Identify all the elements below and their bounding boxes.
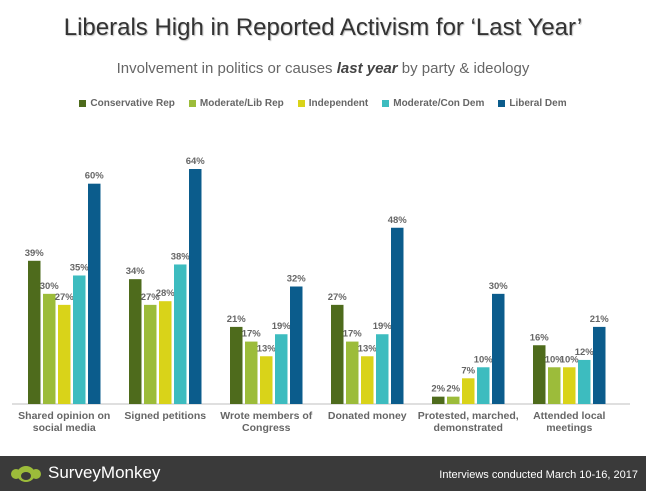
subtitle-after: by party & ideology xyxy=(397,60,530,77)
data-label: 30% xyxy=(489,281,509,292)
bar xyxy=(43,293,56,404)
category-label: Wrote members of xyxy=(220,410,312,422)
legend-label: Conservative Rep xyxy=(90,98,175,109)
bar xyxy=(159,301,172,404)
survey-date-note: Interviews conducted March 10-16, 2017 xyxy=(439,469,638,481)
brand-name: SurveyMonkey xyxy=(48,463,161,482)
data-label: 10% xyxy=(474,354,494,365)
data-label: 30% xyxy=(40,281,60,292)
category-label: Attended local xyxy=(533,410,605,422)
category-label: Donated money xyxy=(328,410,407,422)
category-label: Congress xyxy=(242,422,291,434)
bar xyxy=(275,334,288,404)
legend-swatch xyxy=(498,100,506,107)
data-label: 28% xyxy=(156,288,176,299)
legend-label: Liberal Dem xyxy=(509,98,567,109)
bar xyxy=(361,356,374,404)
legend-item: Conservative Rep xyxy=(79,98,175,109)
data-label: 21% xyxy=(227,314,247,325)
chart-legend: Conservative Rep Moderate/Lib Rep Independ… xyxy=(0,98,646,109)
data-label: 32% xyxy=(287,274,307,285)
bar xyxy=(331,304,344,404)
bar xyxy=(533,345,546,404)
legend-swatch xyxy=(297,100,305,107)
legend-swatch xyxy=(188,100,196,107)
bar xyxy=(290,286,303,404)
data-label: 13% xyxy=(257,343,277,354)
bar xyxy=(563,367,576,404)
data-label: 10% xyxy=(560,354,580,365)
subtitle-emphasis: last year xyxy=(336,60,398,77)
bar xyxy=(73,275,86,404)
bar xyxy=(58,304,71,404)
data-label: 35% xyxy=(70,262,90,273)
bar xyxy=(432,396,445,404)
footer-bar: SurveyMonkey Interviews conducted March … xyxy=(0,456,646,491)
data-label: 12% xyxy=(575,347,595,358)
data-label: 7% xyxy=(461,365,475,376)
legend-item: Independent xyxy=(297,98,369,109)
data-label: 2% xyxy=(431,384,445,395)
data-label: 39% xyxy=(25,248,45,259)
bar xyxy=(245,341,258,404)
bar xyxy=(346,341,359,404)
category-label: Protested, marched, xyxy=(418,410,519,422)
bar xyxy=(230,326,243,404)
legend-label: Independent xyxy=(308,98,369,109)
data-label: 16% xyxy=(530,332,550,343)
legend-swatch xyxy=(382,100,390,107)
bar xyxy=(376,334,389,404)
data-label: 38% xyxy=(171,251,191,262)
bar xyxy=(492,293,505,404)
data-label: 10% xyxy=(545,354,565,365)
brand-logo: SurveyMonkey xyxy=(10,461,160,485)
chart-title: Liberals High in Reported Activism for ‘… xyxy=(63,14,583,41)
bar xyxy=(174,264,187,404)
data-label: 48% xyxy=(388,215,408,226)
bar xyxy=(88,183,101,404)
bar xyxy=(462,378,475,404)
data-label: 60% xyxy=(85,171,105,182)
data-label: 19% xyxy=(272,321,292,332)
category-label: social media xyxy=(33,422,96,434)
bar xyxy=(144,304,157,404)
surveymonkey-logo-icon xyxy=(11,466,41,482)
data-label: 21% xyxy=(590,314,610,325)
legend-item: Moderate/Lib Rep xyxy=(188,98,284,109)
category-label: meetings xyxy=(546,422,592,434)
category-label: Shared opinion on xyxy=(18,410,110,422)
legend-label: Moderate/Con Dem xyxy=(393,98,485,109)
data-label: 27% xyxy=(141,292,161,303)
data-label: 27% xyxy=(328,292,348,303)
legend-item: Liberal Dem xyxy=(498,98,567,109)
data-label: 64% xyxy=(186,156,206,167)
bar xyxy=(447,396,460,404)
data-label: 17% xyxy=(242,329,262,340)
bar xyxy=(260,356,273,404)
legend-label: Moderate/Lib Rep xyxy=(199,98,284,109)
legend-swatch xyxy=(79,100,87,107)
data-label: 34% xyxy=(126,266,146,277)
chart-subtitle: Involvement in politics or causes last y… xyxy=(0,60,646,77)
data-label: 17% xyxy=(343,329,363,340)
bar xyxy=(391,227,404,404)
data-label: 19% xyxy=(373,321,393,332)
data-label: 27% xyxy=(55,292,75,303)
data-label: 2% xyxy=(446,384,460,395)
bar xyxy=(593,326,606,404)
bar xyxy=(129,279,142,404)
data-label: 13% xyxy=(358,343,378,354)
subtitle-before: Involvement in politics or causes xyxy=(116,60,337,77)
bar xyxy=(28,260,41,404)
bar xyxy=(477,367,490,404)
legend-item: Moderate/Con Dem xyxy=(382,98,484,109)
bar xyxy=(578,359,591,404)
bar xyxy=(189,169,202,404)
category-label: Signed petitions xyxy=(124,410,206,422)
category-label: demonstrated xyxy=(434,422,503,434)
bar xyxy=(548,367,561,404)
